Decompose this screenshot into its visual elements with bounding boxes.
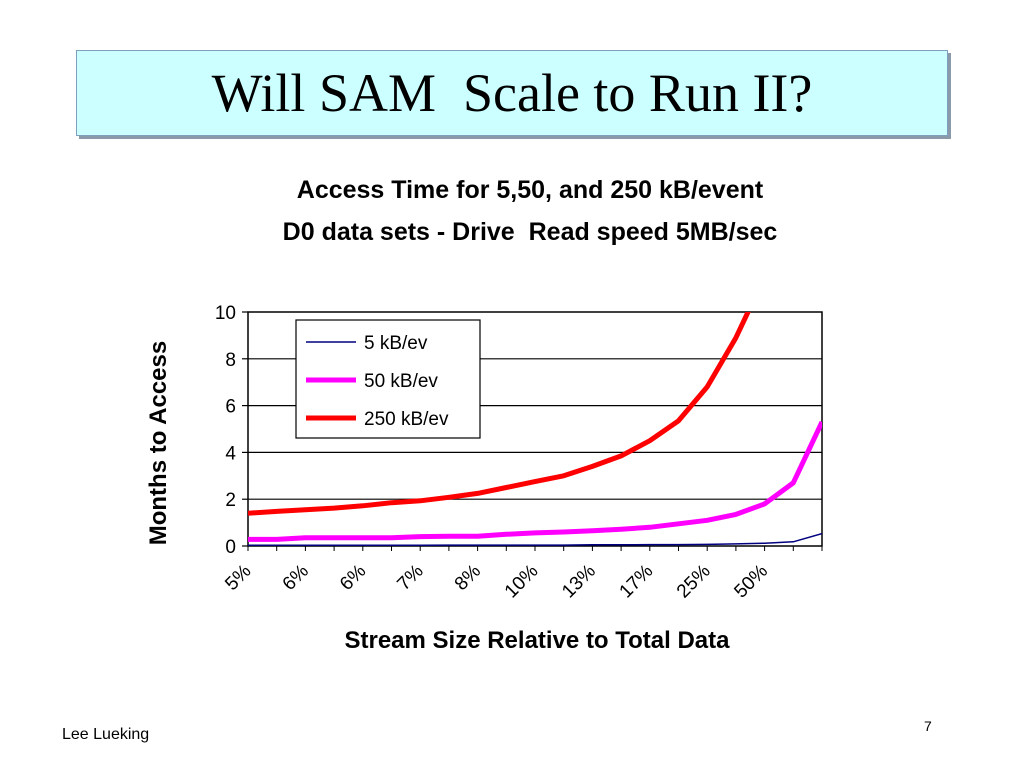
chart-title-line-2: D0 data sets - Drive Read speed 5MB/sec [282, 218, 778, 246]
x-tick-label: 7% [393, 561, 427, 595]
y-axis-label: Months to Access [145, 341, 172, 545]
series-line-2 [248, 420, 822, 542]
x-axis-label: Stream Size Relative to Total Data [344, 627, 730, 654]
x-tick-label: 25% [673, 561, 715, 603]
legend-label-3: 250 kB/ev [364, 409, 449, 430]
legend-label-2: 50 kB/ev [364, 371, 438, 392]
legend-label-1: 5 kB/ev [364, 333, 428, 354]
x-tick-label: 6% [336, 561, 370, 595]
slide-title: Will SAM Scale to Run II? [211, 63, 813, 123]
y-tick-label: 0 [225, 537, 236, 558]
x-tick-label: 10% [501, 561, 543, 603]
chart-title-line-1: Access Time for 5,50, and 250 kB/event [296, 176, 764, 204]
title-box: Will SAM Scale to Run II? [76, 50, 948, 136]
series-line-3 [248, 312, 751, 516]
y-tick-label: 8 [225, 350, 236, 371]
y-tick-label: 4 [225, 443, 236, 464]
x-tick-label: 17% [616, 561, 658, 603]
page-number: 7 [924, 718, 932, 734]
y-tick-label: 2 [225, 490, 236, 511]
y-tick-label: 6 [225, 397, 236, 418]
x-tick-label: 6% [279, 561, 313, 595]
x-tick-label: 5% [221, 561, 255, 595]
x-tick-label: 8% [451, 561, 485, 595]
series-line-1 [248, 532, 822, 546]
y-tick-label: 10 [215, 303, 236, 324]
x-tick-label: 13% [558, 561, 600, 603]
x-tick-label: 50% [730, 561, 772, 603]
footer-author: Lee Lueking [62, 726, 150, 743]
